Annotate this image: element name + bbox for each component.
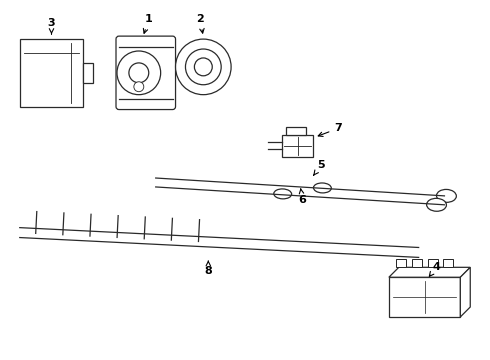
Text: 6: 6 [298, 189, 306, 205]
Text: 5: 5 [314, 160, 325, 175]
Circle shape [117, 51, 161, 95]
Circle shape [185, 49, 221, 85]
Circle shape [134, 82, 144, 92]
Bar [83, 63, 93, 83]
Circle shape [129, 63, 149, 83]
Text: 8: 8 [204, 261, 212, 276]
Text: 1: 1 [144, 14, 152, 33]
Ellipse shape [314, 183, 331, 193]
Ellipse shape [274, 189, 292, 199]
Bar [389, 277, 460, 317]
Bar [396, 260, 406, 267]
Polygon shape [389, 267, 470, 277]
Bar [286, 127, 306, 135]
Text: 3: 3 [48, 18, 55, 34]
Bar [443, 260, 453, 267]
Ellipse shape [437, 189, 456, 202]
FancyBboxPatch shape [116, 36, 175, 109]
Bar [428, 260, 438, 267]
Bar [412, 260, 421, 267]
Bar [20, 39, 83, 107]
Ellipse shape [427, 198, 446, 211]
Bar [282, 135, 314, 157]
Circle shape [175, 39, 231, 95]
Polygon shape [460, 267, 470, 317]
Text: 2: 2 [196, 14, 204, 33]
Text: 4: 4 [429, 262, 441, 276]
Circle shape [195, 58, 212, 76]
Text: 7: 7 [318, 123, 342, 136]
